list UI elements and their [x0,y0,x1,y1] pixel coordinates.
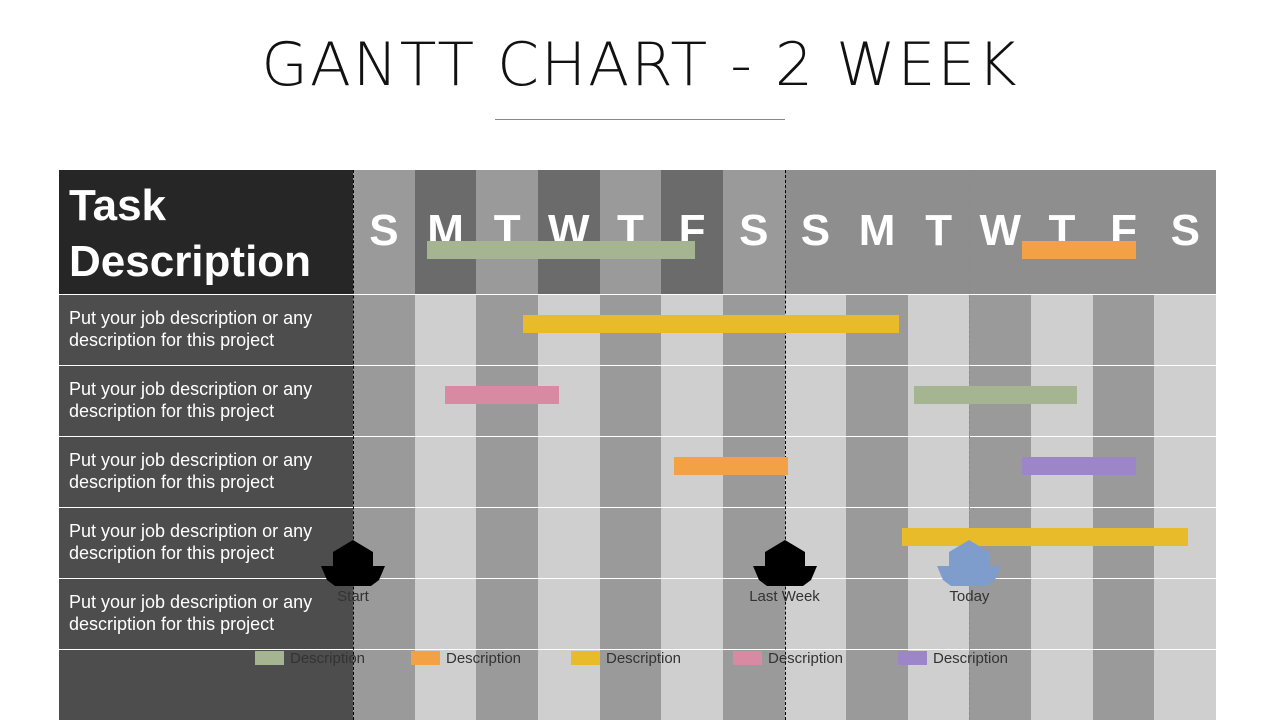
day-header-cell [907,170,970,294]
day-header-cell [599,170,662,294]
header-line-1: Task [69,181,167,230]
task-bar [901,528,1189,546]
legend-label: Description [446,649,522,667]
day-header-cell [1092,170,1155,294]
day-header-cell [846,170,909,294]
day-label: T [925,206,953,255]
legend-label: Description [290,649,366,667]
task-bar [522,315,899,333]
legend-label: Description [606,649,682,667]
task-description-cell: Put your job description or any descript… [59,507,353,578]
milestone-marker-icon [321,540,385,586]
task-bar [1021,241,1136,259]
day-header-cell [1154,170,1217,294]
legend-item: Description [411,648,521,668]
legend: Description Description Description Descrip… [0,648,1280,668]
task-bar [673,457,788,475]
legend-label: Description [933,649,1009,667]
milestone-marker-icon [752,540,817,586]
task-description-cell: Put your job description or any descript… [59,436,353,507]
legend-item: Description [571,648,681,668]
legend-label: Description [768,649,844,667]
legend-swatch [898,651,927,665]
day-header-cell [722,170,785,294]
legend-swatch [255,651,284,665]
task-bar [426,241,696,259]
task-description-cell: Put your job description or any descript… [59,578,353,649]
day-header-cell [661,170,724,294]
milestone-marker-icon [937,540,1002,586]
milestone-label: Start [337,588,369,605]
task-description-cell [59,649,353,720]
day-label: M [858,206,896,255]
day-label: S [800,206,831,255]
day-header-cell [784,170,847,294]
day-header-cell [476,170,539,294]
legend-swatch [411,651,440,665]
day-header-cell [1031,170,1094,294]
day-label: S [739,206,769,255]
marker-line [784,170,786,720]
day-header-cell [537,170,601,294]
title-divider [495,119,785,120]
legend-item: Description [733,648,843,668]
legend-swatch [571,651,600,665]
legend-item: Description [255,648,365,668]
task-bar [1021,457,1136,475]
day-label: W [979,206,1022,255]
task-bar [445,386,560,404]
marker-line [969,170,971,720]
chart-title: GANTT CHART - 2 WEEK [261,30,1019,100]
milestone-label: Today [949,588,990,605]
milestone-label: Last Week [749,588,820,605]
marker-line [353,170,354,720]
day-header-cell [353,170,416,294]
day-label: S [1170,206,1200,255]
legend-item: Description [898,648,1008,668]
task-description-cell: Put your job description or any descript… [59,365,353,436]
task-description-header: Task Description [59,170,353,294]
day-header-cell [414,170,477,294]
day-label: S [369,206,399,255]
task-description-cell: Put your job description or any descript… [59,294,353,365]
task-bar [913,386,1078,404]
header-line-2: Description [69,237,312,287]
day-header-cell [969,170,1032,294]
legend-swatch [733,651,762,665]
